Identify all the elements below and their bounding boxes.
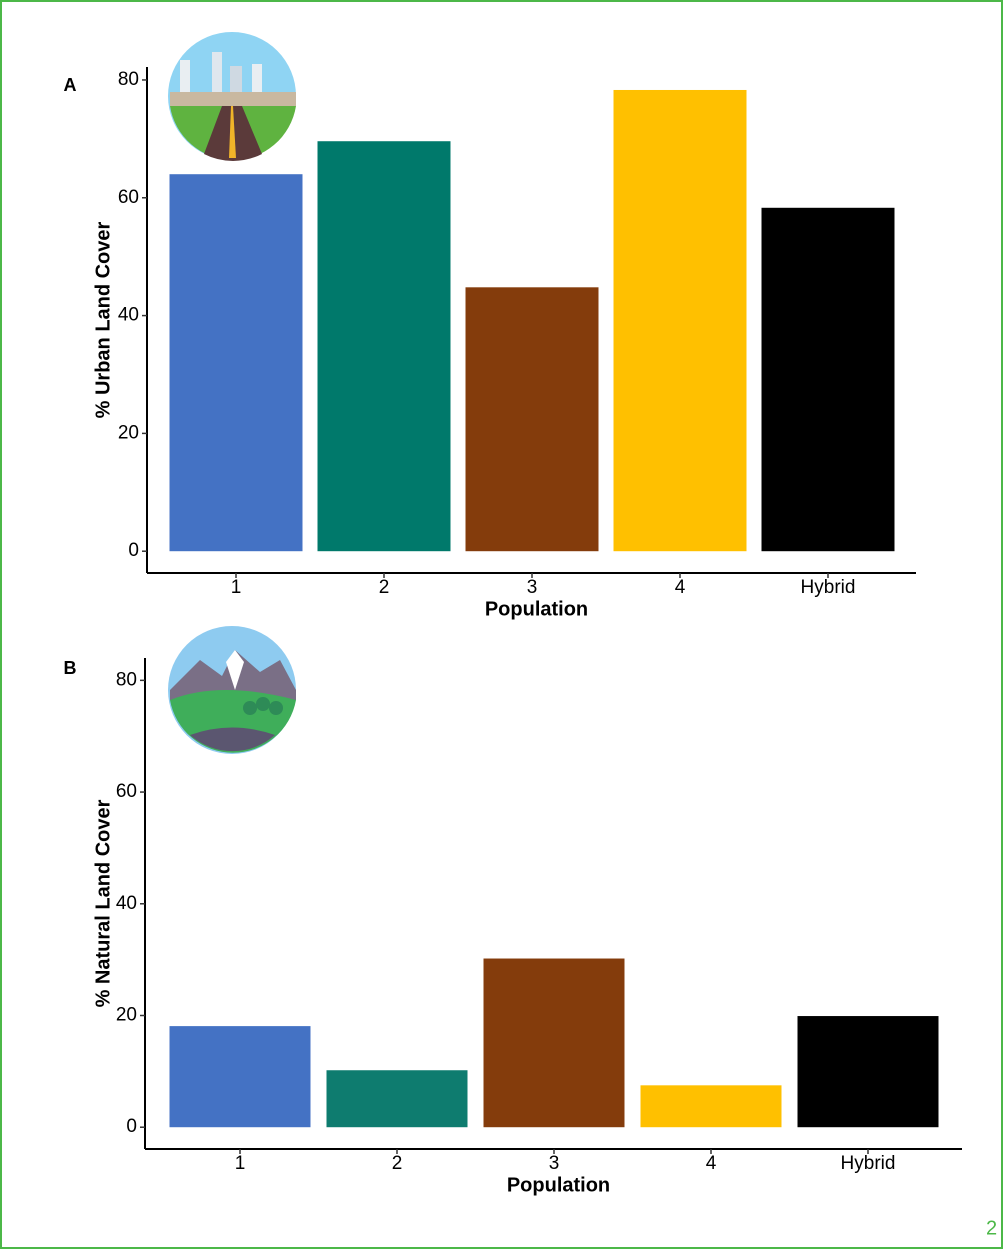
bar <box>170 174 303 551</box>
panel-label: B <box>64 658 77 678</box>
x-tick-label: 4 <box>675 577 686 598</box>
x-axis-title: Population <box>507 1174 610 1196</box>
x-axis-title: Population <box>485 598 588 620</box>
x-tick-label: Hybrid <box>841 1153 896 1174</box>
y-tick-label: 20 <box>118 422 139 443</box>
y-axis-title: % Urban Land Cover <box>92 221 114 418</box>
y-tick-label: 80 <box>118 69 139 90</box>
y-tick-label: 40 <box>116 893 137 914</box>
figure-caption: איור 2 <box>986 1217 1003 1239</box>
y-tick-label: 40 <box>118 305 139 326</box>
x-tick-label: 3 <box>527 577 538 598</box>
x-tick-label: 4 <box>706 1153 717 1174</box>
x-tick-label: 1 <box>235 1153 246 1174</box>
bar <box>484 959 625 1128</box>
y-tick-label: 80 <box>116 669 137 690</box>
panel-label: A <box>64 75 77 95</box>
bar <box>614 90 747 551</box>
bar <box>318 141 451 551</box>
y-tick-label: 60 <box>116 781 137 802</box>
y-tick-label: 0 <box>128 540 139 561</box>
x-tick-label: 1 <box>231 577 242 598</box>
city-icon <box>168 32 296 161</box>
x-tick-label: 3 <box>549 1153 560 1174</box>
x-tick-label: Hybrid <box>801 577 856 598</box>
page: A B איור 2 0204060801234HybridPopulation… <box>0 0 1003 1249</box>
x-tick-label: 2 <box>392 1153 403 1174</box>
bar <box>170 1026 311 1127</box>
bar <box>327 1070 468 1127</box>
bar <box>762 208 895 551</box>
bar <box>798 1016 939 1127</box>
y-tick-label: 60 <box>118 187 139 208</box>
bar <box>466 287 599 551</box>
y-axis-title: % Natural Land Cover <box>92 799 114 1007</box>
y-tick-label: 0 <box>126 1116 137 1137</box>
y-tick-label: 20 <box>116 1005 137 1026</box>
x-tick-label: 2 <box>379 577 390 598</box>
bar <box>641 1085 782 1127</box>
nature-icon <box>168 626 296 754</box>
